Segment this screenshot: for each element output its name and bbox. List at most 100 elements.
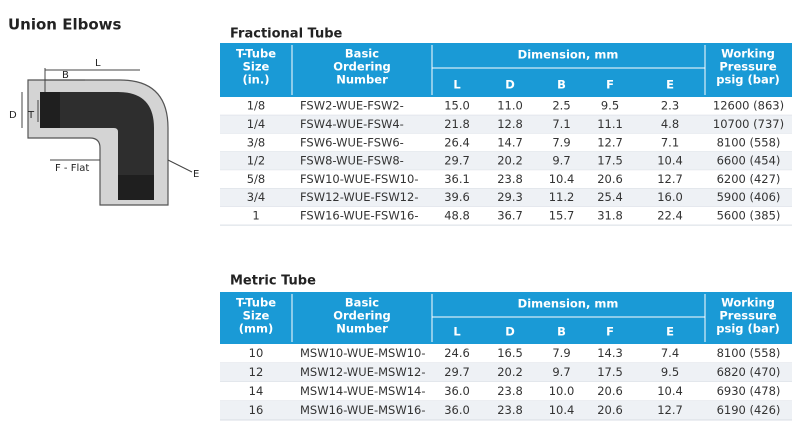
table-cell: MSW12-WUE-MSW12-: [300, 365, 426, 379]
header-cell: Pressure: [719, 60, 776, 74]
table-cell: 9.7: [552, 154, 570, 168]
table-cell: 17.5: [597, 154, 623, 168]
header-cell: E: [666, 78, 674, 92]
table-cell: 7.1: [552, 117, 570, 131]
table-row: [220, 382, 792, 401]
header-cell: Size: [243, 60, 270, 74]
table-cell: 2.5: [552, 99, 570, 113]
table-cell: 7.4: [661, 346, 679, 360]
header-cell: T-Tube: [236, 296, 276, 310]
table-cell: MSW16-WUE-MSW16-: [300, 403, 426, 417]
table-cell: MSW10-WUE-MSW10-: [300, 346, 426, 360]
diagram-label: L: [95, 58, 101, 69]
page-title: Union Elbows: [8, 16, 121, 34]
header-cell: D: [505, 325, 515, 339]
table-cell: 6600 (454): [717, 154, 781, 168]
header-cell: T-Tube: [236, 47, 276, 61]
table-cell: 8100 (558): [717, 346, 781, 360]
header-cell: (in.): [242, 73, 269, 87]
table-cell: 20.2: [497, 154, 523, 168]
table-cell: 25.4: [597, 190, 623, 204]
table-cell: 12.7: [657, 403, 683, 417]
table-cell: 10.0: [549, 384, 575, 398]
table-title: Metric Tube: [230, 274, 316, 289]
table-cell: 3/4: [247, 190, 266, 204]
table-cell: 14: [249, 384, 264, 398]
table-row: [220, 188, 792, 207]
table-cell: 16: [249, 403, 264, 417]
table-cell: 6930 (478): [717, 384, 781, 398]
table-cell: 12: [249, 365, 264, 379]
table-cell: 26.4: [444, 135, 470, 149]
table-cell: 29.7: [444, 154, 470, 168]
table-cell: FSW16-WUE-FSW16-: [300, 208, 418, 222]
header-cell: Basic: [345, 47, 379, 61]
header-cell: Dimension, mm: [518, 48, 619, 62]
table-cell: 15.0: [444, 99, 470, 113]
header-cell: Ordering: [333, 309, 391, 323]
table-cell: 11.2: [549, 190, 575, 204]
table-cell: 20.6: [597, 172, 623, 186]
table-cell: 1/4: [247, 117, 266, 131]
header-cell: D: [505, 78, 515, 92]
table-cell: 36.0: [444, 384, 470, 398]
table-cell: 16.5: [497, 346, 523, 360]
table-cell: 10.4: [549, 172, 575, 186]
header-cell: Basic: [345, 296, 379, 310]
diagram-label: E: [193, 169, 199, 180]
header-cell: Working: [721, 296, 775, 310]
table-row: [220, 151, 792, 171]
table-cell: 10.4: [657, 154, 683, 168]
table-cell: 12.7: [597, 135, 623, 149]
table-row: [220, 206, 792, 226]
table-cell: 23.8: [497, 172, 523, 186]
table-cell: 15.7: [549, 208, 575, 222]
table-cell: 21.8: [444, 117, 470, 131]
diagram-label: D: [9, 110, 17, 121]
table-cell: 12.8: [497, 117, 523, 131]
table-title: Fractional Tube: [230, 27, 343, 42]
table-row: [220, 133, 792, 152]
table-cell: 9.5: [661, 365, 679, 379]
table-row: [220, 401, 792, 420]
table-row: [220, 115, 792, 134]
table-cell: 9.5: [601, 99, 619, 113]
table-cell: 29.7: [444, 365, 470, 379]
table-cell: 2.3: [661, 99, 679, 113]
table-cell: FSW12-WUE-FSW12-: [300, 190, 418, 204]
table-cell: 11.1: [597, 117, 623, 131]
table-cell: 10: [249, 346, 264, 360]
diagram-label: T: [27, 110, 35, 121]
table-cell: 4.8: [661, 117, 679, 131]
table-cell: 29.3: [497, 190, 523, 204]
table-cell: 11.0: [497, 99, 523, 113]
table-cell: 24.6: [444, 346, 470, 360]
diagram-label: F - Flat: [55, 163, 89, 174]
header-cell: L: [453, 78, 461, 92]
table-cell: 20.6: [597, 403, 623, 417]
header-cell: E: [666, 325, 674, 339]
header-cell: Working: [721, 47, 775, 61]
table-cell: 7.1: [661, 135, 679, 149]
table-cell: 14.3: [597, 346, 623, 360]
table-cell: 36.1: [444, 172, 470, 186]
table-cell: FSW6-WUE-FSW6-: [300, 135, 404, 149]
table-cell: MSW14-WUE-MSW14-: [300, 384, 426, 398]
table-cell: 1/2: [247, 154, 266, 168]
table-cell: FSW10-WUE-FSW10-: [300, 172, 418, 186]
table-header: [220, 43, 792, 97]
header-cell: B: [557, 78, 566, 92]
header-cell: Size: [243, 309, 270, 323]
table-cell: 31.8: [597, 208, 623, 222]
header-cell: psig (bar): [716, 322, 779, 336]
header-cell: B: [557, 325, 566, 339]
elbow-diagram: [21, 68, 193, 206]
header-cell: L: [453, 325, 461, 339]
table-cell: 8100 (558): [717, 135, 781, 149]
table-header: [220, 292, 792, 344]
table-cell: 6200 (427): [717, 172, 781, 186]
table-cell: 10.4: [549, 403, 575, 417]
table-row: [220, 170, 792, 189]
header-cell: Number: [336, 322, 388, 336]
table-cell: 48.8: [444, 208, 470, 222]
